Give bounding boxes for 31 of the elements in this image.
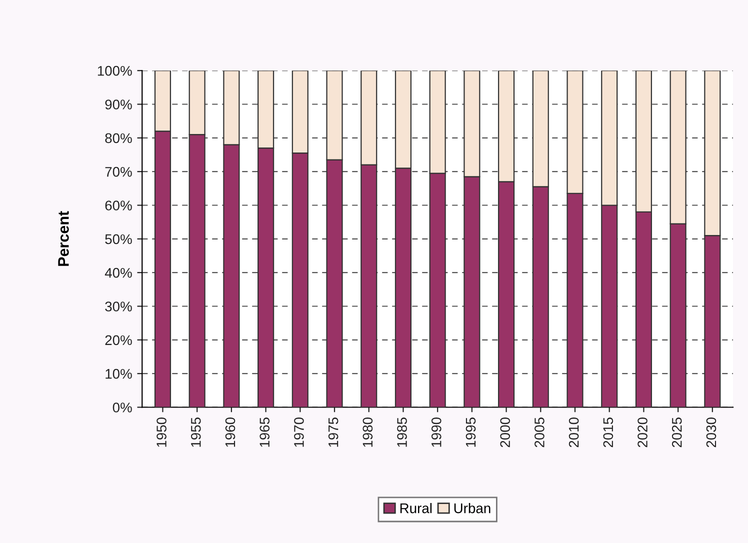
y-tick-label: 90% (105, 100, 132, 110)
x-tick-label: 2015 (603, 418, 614, 448)
legend-label: Urban (454, 503, 490, 514)
x-tick-label: 1950 (156, 418, 166, 447)
x-tick-label: 1990 (431, 418, 442, 447)
x-tick-label: 1980 (362, 418, 373, 447)
x-tick-label: 2010 (568, 418, 579, 448)
y-tick-label: 100% (98, 66, 132, 76)
y-tick-label: 50% (105, 234, 132, 244)
y-tick-label: 0% (112, 402, 132, 412)
x-tick-label: 1985 (397, 418, 407, 447)
x-tick-label: 2000 (500, 418, 510, 448)
y-axis-title: Percent (58, 211, 69, 266)
x-tick-label: 2020 (638, 418, 648, 448)
y-tick-label: 30% (105, 302, 132, 312)
y-tick-label: 80% (105, 133, 132, 144)
x-tick-label: 1965 (260, 418, 270, 447)
legend-label: Rural (400, 503, 432, 514)
x-tick-label: 1975 (328, 418, 338, 447)
x-tick-label: 1955 (190, 418, 201, 447)
y-tick-label: 40% (104, 268, 132, 278)
y-tick-label: 70% (105, 166, 132, 177)
x-tick-label: 1960 (225, 418, 236, 447)
x-tick-label: 1970 (294, 418, 304, 447)
y-tick-label: 60% (105, 200, 132, 210)
x-tick-label: 2025 (672, 418, 682, 448)
x-tick-label: 2030 (706, 418, 716, 448)
y-tick-label: 20% (105, 335, 132, 346)
y-tick-label: 10% (106, 368, 132, 379)
x-tick-label: 2005 (534, 418, 544, 448)
x-tick-label: 1995 (466, 418, 476, 447)
